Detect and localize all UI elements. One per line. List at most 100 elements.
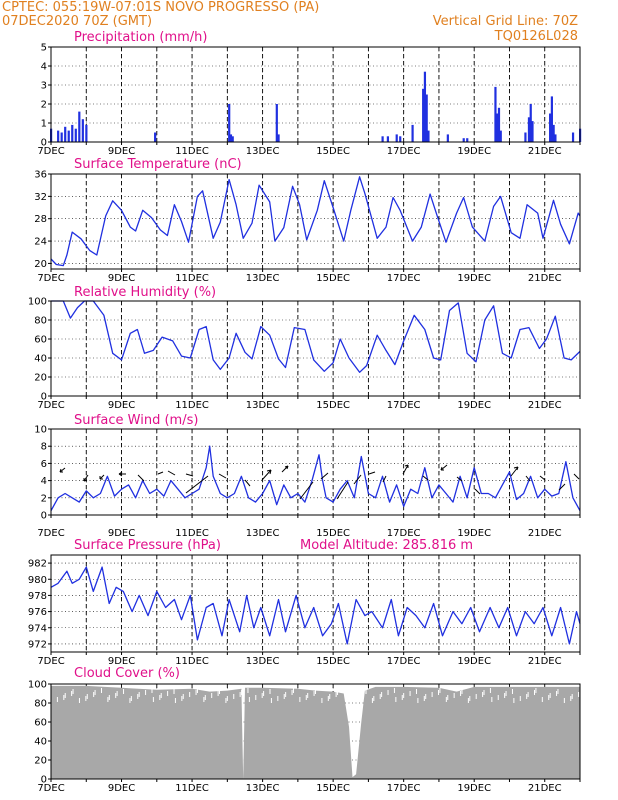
wind-series-line [50,445,581,512]
humidity-grid [50,301,580,396]
precipitation-xtick-label: 7DEC [37,146,64,157]
pressure-xtick-label: 11DEC [175,656,209,667]
precipitation-bar [85,124,88,142]
temperature-xtick-label: 19DEC [457,273,491,284]
temperature-panel: Surface Temperature (nC) 20 24 28 32 36 7DEC 9… [34,157,581,284]
pressure-title: Surface Pressure (hPa) [74,538,221,553]
precipitation-bar [499,130,502,142]
cloud-cover-ytick-label: 20 [34,756,47,767]
precipitation-bar [71,124,74,142]
pressure-line [50,566,581,645]
precipitation-ytick-label: 0 [41,138,47,149]
temperature-xtick-label: 11DEC [175,273,209,284]
humidity-frame [50,300,581,397]
precipitation-bar [529,104,532,142]
temperature-grid [50,174,580,269]
pressure-ytick-label: 976 [28,607,47,618]
precipitation-bar [78,111,81,142]
temperature-title: Surface Temperature (nC) [74,157,242,172]
cloud-cover-area [50,685,580,779]
cloud-cover-xtick-label: 19DEC [457,783,491,794]
precipitation-grid [50,47,580,142]
temperature-frame [50,173,581,270]
precipitation-bar [395,134,398,142]
cloud-cover-ytick-label: 0 [41,775,47,786]
temperature-series-line [50,176,581,267]
precipitation-bar [60,132,63,142]
temperature-xtick-label: 7DEC [37,273,64,284]
humidity-ytick-label: 80 [34,316,47,327]
precipitation-bar [386,136,389,142]
humidity-line [51,300,581,373]
wind-ytick-label: 2 [41,493,47,504]
pressure-xtick-label: 13DEC [246,656,280,667]
pressure-panel: Surface Pressure (hPa) Model Altitude: 2… [28,538,581,667]
precipitation-xtick-label: 9DEC [108,146,135,157]
humidity-xtick-label: 17DEC [387,400,421,411]
temperature-ytick-label: 20 [34,259,47,270]
cloud-cover-ytick-label: 100 [28,680,47,691]
cloud-cover-xtick-label: 13DEC [246,783,280,794]
cloud-cover-ytick-label: 60 [34,718,47,729]
humidity-ytick-label: 60 [34,335,47,346]
cloud-cover-ytick-label: 40 [34,737,47,748]
precipitation-bar [462,138,465,142]
cloud-cover-ytick-label: 80 [34,699,47,710]
humidity-series-line [51,300,581,373]
precipitation-bar [524,132,527,142]
cloud-cover-xtick-label: 15DEC [316,783,350,794]
wind-xtick-label: 17DEC [387,528,421,539]
wind-xtick-label: 15DEC [316,528,350,539]
cloud-cover-area-fill [51,685,580,779]
model-id: TQ0126L028 [494,29,578,44]
wind-xtick-label: 19DEC [457,528,491,539]
station-header: CPTEC: 055:19W-07:01S NOVO PROGRESSO (PA… [2,0,319,15]
precipitation-bar [527,117,531,142]
temperature-ytick-label: 28 [34,214,47,225]
precipitation-bar [571,132,575,142]
wind-ytick-label: 0 [41,511,47,522]
humidity-ytick-label: 100 [28,297,47,308]
wind-xtick-label: 11DEC [175,528,209,539]
precipitation-bar [57,130,60,142]
precipitation-bar [423,71,427,142]
pressure-ytick-label: 980 [28,575,47,586]
wind-ytick-label: 6 [41,459,47,470]
precipitation-xtick-label: 11DEC [175,146,209,157]
temperature-ytick-label: 36 [34,170,47,181]
humidity-title: Relative Humidity (%) [74,285,216,300]
precipitation-bar [229,134,233,142]
cloud-cover-xtick-label: 21DEC [528,783,562,794]
cloud-cover-xtick-label: 7DEC [37,783,64,794]
wind-ytick-label: 10 [34,425,47,436]
precipitation-bar [497,107,501,142]
wind-direction-arrows [59,464,580,500]
precipitation-bars [50,71,582,142]
precipitation-bar [154,132,157,142]
precipitation-bar [494,86,497,142]
cloud-cover-frame [50,683,581,780]
wind-ytick-label: 8 [41,442,47,453]
wind-ytick-label: 4 [41,476,47,487]
humidity-ytick-label: 20 [34,373,47,384]
humidity-xtick-label: 13DEC [246,400,280,411]
pressure-ytick-label: 982 [28,559,47,570]
cloud-cover-title: Cloud Cover (%) [74,666,180,681]
precipitation-title: Precipitation (mm/h) [74,30,207,45]
precipitation-xtick-label: 19DEC [457,146,491,157]
precipitation-bar [275,104,278,142]
pressure-frame [50,554,581,653]
pressure-xtick-label: 9DEC [108,656,135,667]
wind-grid [50,429,580,515]
pressure-ytick-label: 972 [28,639,47,650]
precipitation-ytick-label: 2 [41,100,47,111]
temperature-ytick-label: 24 [34,237,47,248]
precipitation-panel: Precipitation (mm/h) 0 1 2 3 4 5 7DEC 9DEC 11DEC… [37,30,582,157]
precipitation-bar [552,124,555,142]
wind-xtick-label: 21DEC [528,528,562,539]
precipitation-bar [399,136,402,142]
wind-title: Surface Wind (m/s) [74,413,198,428]
precipitation-ytick-label: 5 [41,43,47,54]
temperature-xtick-label: 9DEC [108,273,135,284]
